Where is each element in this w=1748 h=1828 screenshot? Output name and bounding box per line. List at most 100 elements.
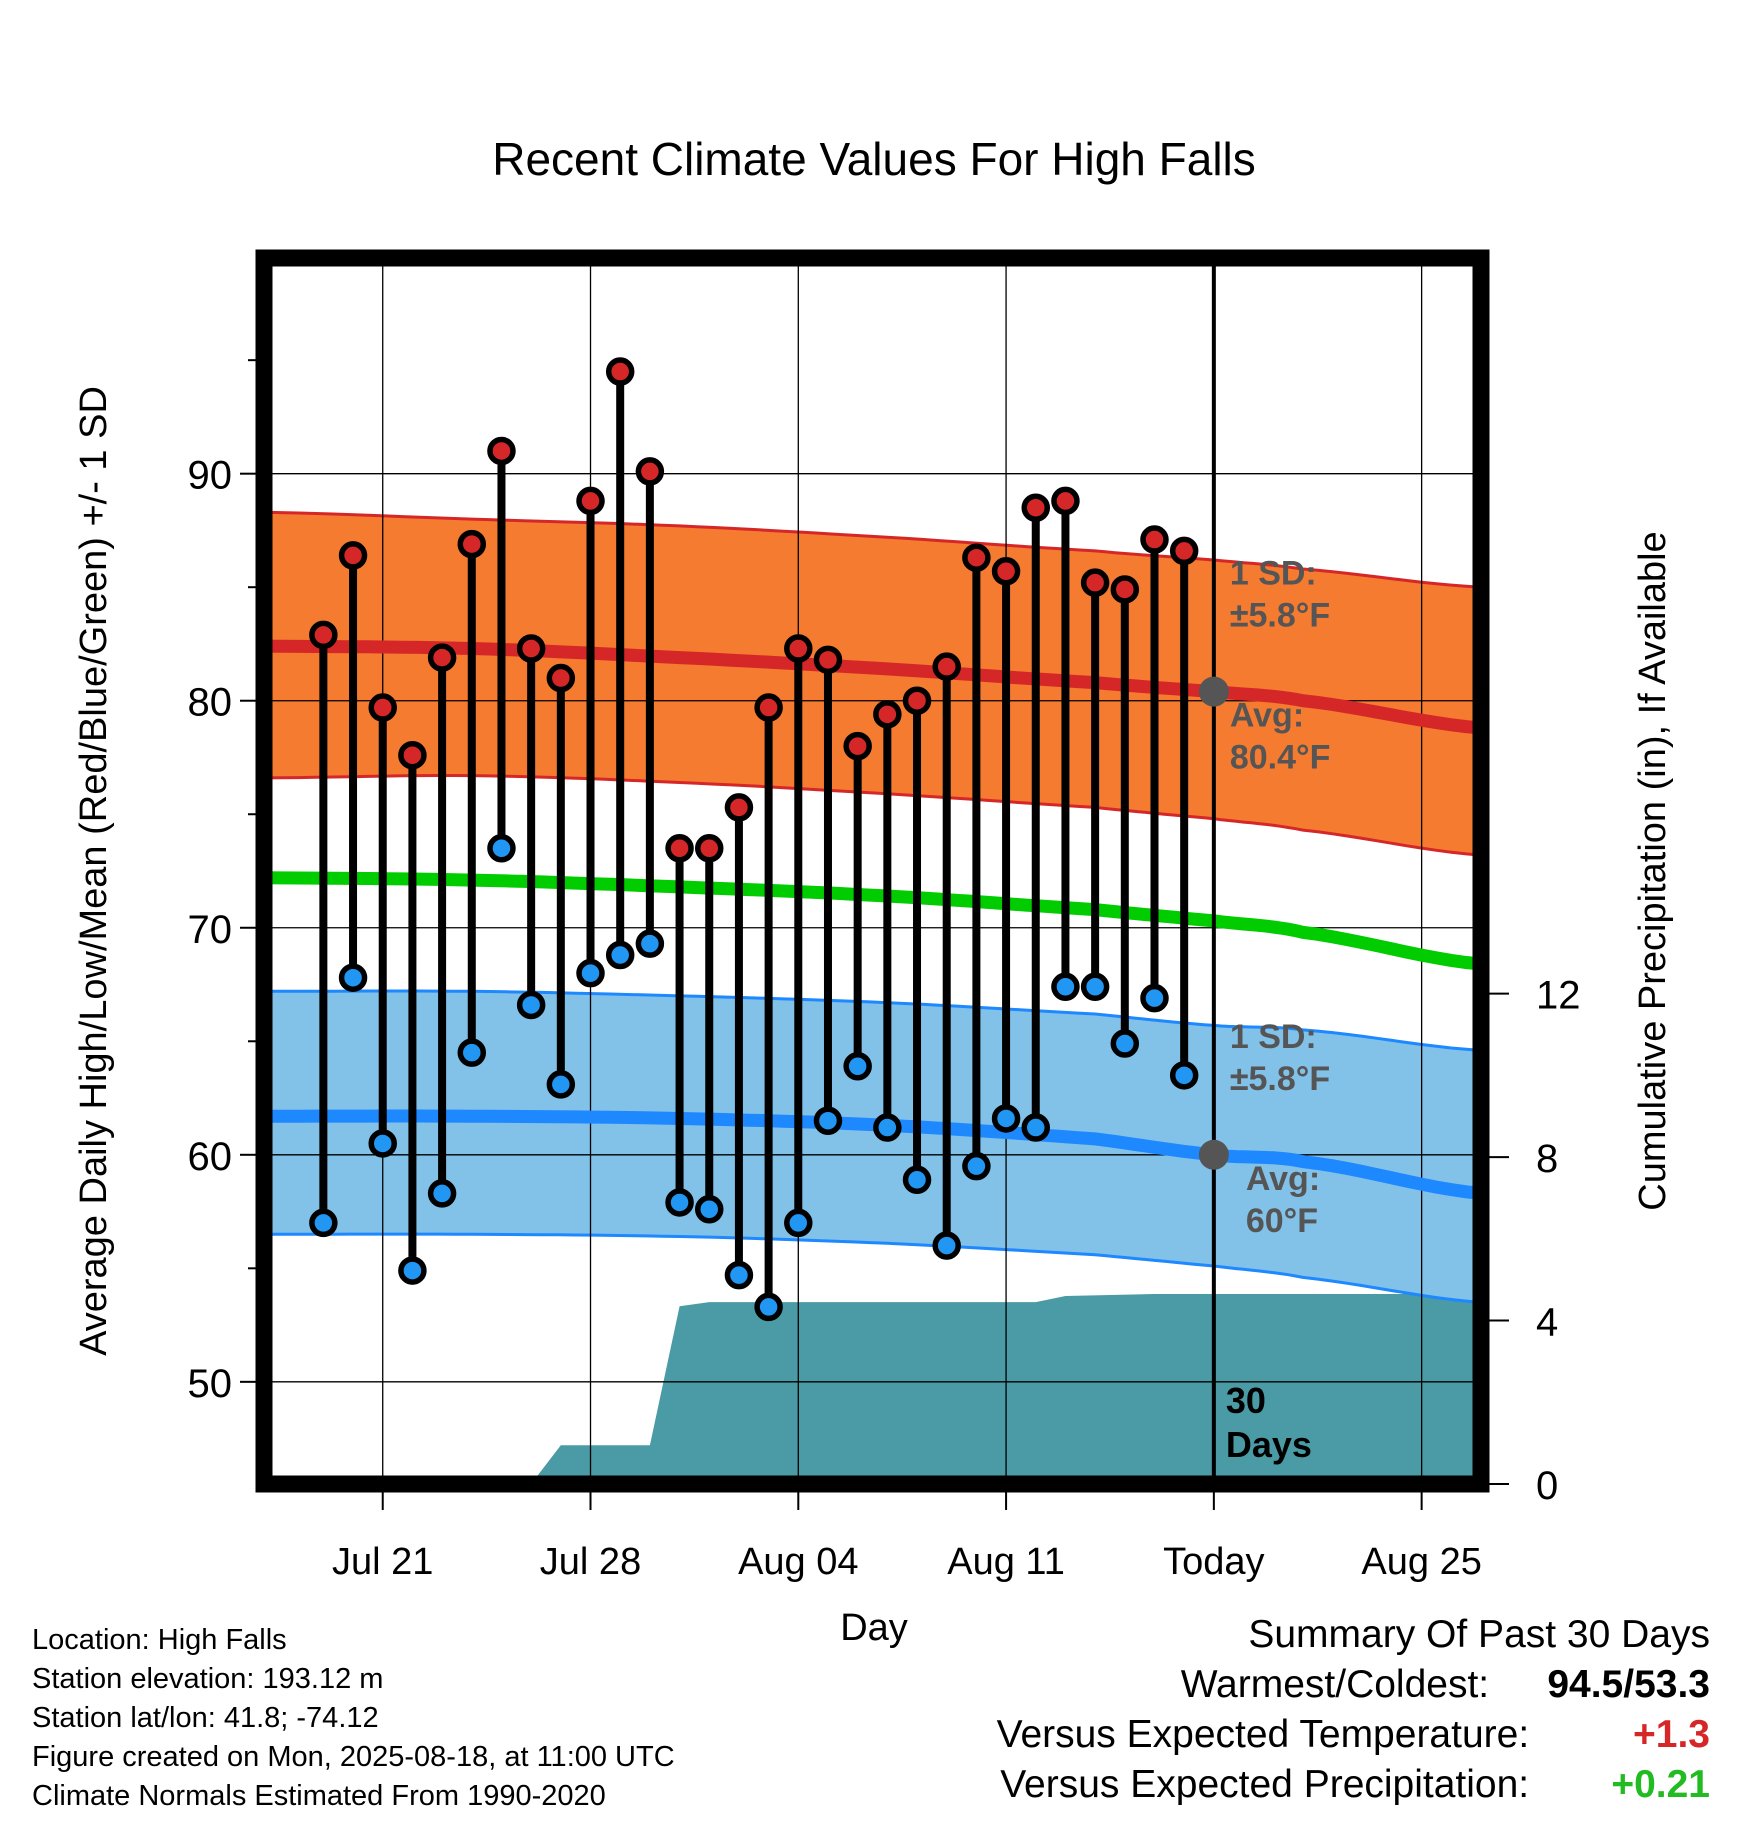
- high-temp-point: [754, 693, 783, 722]
- high-temp-point: [457, 529, 487, 559]
- high-sd-value: ±5.8°F: [1230, 597, 1330, 635]
- high-temp-point: [962, 543, 991, 572]
- high-temp-point: [546, 663, 576, 693]
- low-temp-point: [1051, 972, 1080, 1002]
- low-avg-title: Avg:: [1246, 1160, 1320, 1198]
- low-temp-point: [843, 1052, 872, 1081]
- high-temp-point: [576, 486, 605, 516]
- high-temp-point: [1110, 575, 1140, 604]
- y-tick-label: 90: [188, 454, 233, 498]
- y2-tick-label: 8: [1536, 1137, 1558, 1181]
- high-avg-title: Avg:: [1230, 697, 1304, 735]
- high-normal-line: [264, 639, 1481, 735]
- x-tick-label: Aug 11: [947, 1541, 1065, 1583]
- low-temp-point: [576, 958, 605, 988]
- mean-normal-line: [264, 871, 1481, 971]
- high-temp-point: [902, 686, 932, 715]
- station-info: Location: High Falls Station elevation: …: [32, 1621, 675, 1816]
- high-temp-point: [784, 634, 813, 663]
- y2-tick-label: 0: [1536, 1464, 1558, 1508]
- high-temp-point: [398, 740, 427, 770]
- period-label-number: 30: [1226, 1380, 1266, 1421]
- low-plus-sd-line: [264, 989, 1481, 1052]
- low-sd-value: ±5.8°F: [1230, 1060, 1330, 1098]
- y-tick-label: 50: [188, 1362, 233, 1406]
- x-tick-label: Aug 25: [1361, 1541, 1481, 1583]
- high-temp-point: [1169, 536, 1199, 566]
- summary-precip: Versus Expected Precipitation: +0.21: [997, 1760, 1710, 1810]
- y-tick-label: 70: [188, 908, 233, 952]
- high-temp-point: [813, 645, 843, 675]
- high-temp-point: [1051, 486, 1080, 516]
- period-label-days: Days: [1226, 1424, 1312, 1465]
- low-temp-point: [457, 1038, 487, 1067]
- low-temp-point: [1110, 1029, 1140, 1058]
- low-avg-marker: [1198, 1139, 1229, 1170]
- low-temp-point: [902, 1165, 932, 1195]
- precipitation-area: [264, 1294, 1481, 1484]
- station-location: Location: High Falls: [32, 1624, 287, 1656]
- high-temp-point: [991, 557, 1021, 586]
- x-tick-label: Jul 28: [540, 1541, 641, 1583]
- high-temp-point: [368, 693, 397, 722]
- low-temp-point: [724, 1260, 754, 1290]
- low-temp-point: [1021, 1113, 1051, 1142]
- low-temp-point: [991, 1104, 1021, 1133]
- summary-temp: Versus Expected Temperature: +1.3: [997, 1710, 1710, 1760]
- y-axis-label: Average Daily High/Low/Mean (Red/Blue/Gr…: [73, 386, 115, 1356]
- high-temp-point: [487, 436, 516, 466]
- x-tick-label: Jul 21: [332, 1541, 433, 1583]
- low-normal-line: [264, 1109, 1481, 1200]
- plot-frame: [255, 249, 1490, 1493]
- low-temp-point: [665, 1188, 694, 1217]
- station-elevation: Station elevation: 193.12 m: [32, 1663, 384, 1695]
- high-temp-point: [665, 834, 694, 863]
- high-temp-point: [605, 357, 635, 386]
- low-temp-point: [368, 1129, 397, 1158]
- low-temp-point: [784, 1208, 813, 1238]
- high-temp-point: [635, 457, 665, 486]
- precip-anomaly-label: Versus Expected Precipitation:: [1000, 1763, 1530, 1806]
- high-avg-value: 80.4°F: [1230, 739, 1331, 777]
- high-temp-point: [724, 793, 754, 822]
- high-minus-sd-line: [264, 774, 1481, 857]
- high-temp-point: [873, 700, 902, 729]
- high-temp-point: [1080, 568, 1110, 597]
- high-temp-point: [309, 620, 338, 650]
- low-temp-point: [427, 1179, 457, 1208]
- low-sd-title: 1 SD:: [1230, 1018, 1317, 1056]
- high-temp-point: [516, 634, 546, 663]
- y-tick-label: 80: [188, 681, 233, 725]
- high-temp-point: [427, 643, 457, 672]
- high-temp-point: [338, 541, 368, 570]
- warm-cold-value: 94.5/53.3: [1547, 1663, 1710, 1706]
- low-temp-point: [754, 1292, 783, 1322]
- low-temp-point: [487, 834, 516, 863]
- chart-title: Recent Climate Values For High Falls: [492, 133, 1256, 185]
- high-temp-point: [1140, 525, 1169, 554]
- y2-tick-label: 4: [1536, 1301, 1558, 1345]
- low-temp-point: [694, 1195, 724, 1224]
- high-sd-title: 1 SD:: [1230, 555, 1317, 593]
- y2-axis-label: Cumulative Precipitation (in), If Availa…: [1632, 531, 1674, 1210]
- x-tick-label: Aug 04: [738, 1541, 858, 1583]
- x-tick-label: Today: [1163, 1541, 1264, 1583]
- warm-cold-label: Warmest/Coldest:: [1180, 1663, 1490, 1706]
- low-avg-value: 60°F: [1246, 1202, 1318, 1240]
- precip-anomaly-value: +0.21: [1611, 1763, 1710, 1806]
- temp-anomaly-value: +1.3: [1633, 1713, 1710, 1756]
- low-temp-point: [1140, 983, 1169, 1013]
- low-temp-point: [398, 1256, 427, 1285]
- temp-anomaly-label: Versus Expected Temperature:: [996, 1713, 1530, 1756]
- summary-title: Summary Of Past 30 Days: [1248, 1613, 1710, 1656]
- low-temp-point: [873, 1113, 902, 1142]
- climate-normals-note: Climate Normals Estimated From 1990-2020: [32, 1780, 606, 1812]
- low-temp-point: [635, 929, 665, 958]
- low-temp-point: [813, 1106, 843, 1135]
- y-tick-label: 60: [188, 1135, 233, 1179]
- low-temp-point: [962, 1151, 991, 1181]
- low-temp-point: [546, 1070, 576, 1099]
- summary-warm-cold: Warmest/Coldest: 94.5/53.3: [997, 1660, 1710, 1710]
- y2-tick-label: 12: [1536, 974, 1581, 1018]
